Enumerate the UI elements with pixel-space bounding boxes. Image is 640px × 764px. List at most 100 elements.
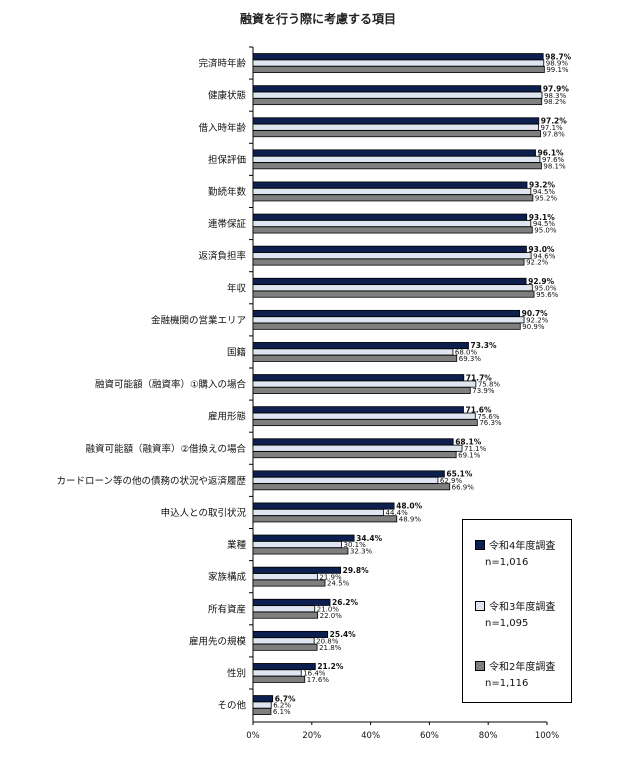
data-label: 95.0%	[534, 227, 557, 235]
bar	[252, 117, 540, 125]
category-label: 連帯保証	[208, 218, 247, 230]
x-tick-label: 60%	[420, 731, 439, 741]
data-label: 97.6%	[542, 156, 565, 164]
bar	[252, 53, 544, 61]
bar	[252, 508, 384, 516]
x-tick-label: 0%	[246, 731, 260, 741]
category-label: その他	[217, 700, 246, 712]
bar	[252, 579, 326, 587]
bar	[252, 149, 536, 157]
category-label: 雇用先の規模	[189, 635, 247, 647]
bar	[252, 534, 355, 542]
bar	[252, 701, 272, 709]
data-label: 69.1%	[458, 451, 481, 459]
category-label: 業種	[227, 539, 247, 551]
bar	[252, 245, 527, 253]
chart-title: 融資を行う際に考慮する項目	[240, 11, 396, 26]
category-label: 借入時年齢	[198, 122, 246, 134]
bar	[252, 181, 528, 189]
data-label: 94.6%	[533, 252, 556, 260]
legend-item-r2: 令和2年度調査	[475, 658, 555, 673]
data-label: 48.9%	[399, 515, 422, 523]
bar	[252, 130, 541, 138]
data-label: 94.5%	[533, 188, 556, 196]
bar	[252, 85, 542, 93]
data-label: 68.0%	[455, 349, 478, 357]
bar	[252, 695, 274, 703]
data-label: 92.2%	[526, 316, 549, 324]
legend-n-r3: n=1,095	[485, 618, 529, 629]
data-label: 69.3%	[459, 355, 482, 363]
bar	[252, 91, 543, 99]
legend-n-r2: n=1,116	[485, 678, 529, 689]
data-label: 76.3%	[479, 419, 502, 427]
data-label: 73.9%	[472, 387, 495, 395]
data-label: 75.8%	[478, 381, 501, 389]
bar	[252, 354, 458, 362]
bar	[252, 470, 445, 478]
data-label: 30.1%	[343, 541, 366, 549]
data-label: 6.2%	[273, 702, 291, 710]
legend-swatch-r3	[475, 600, 485, 611]
bar	[252, 675, 306, 683]
data-label: 21.8%	[319, 644, 342, 652]
category-label: 雇用形態	[208, 411, 246, 423]
data-label: 68.1%	[455, 437, 482, 446]
bar	[252, 412, 476, 420]
data-label: 95.0%	[534, 284, 557, 292]
bar	[252, 476, 439, 484]
bar	[252, 258, 525, 266]
data-label: 90.9%	[522, 323, 545, 331]
bar	[252, 316, 525, 324]
bar	[252, 226, 533, 234]
bar	[252, 59, 545, 67]
bar	[252, 707, 272, 715]
legend-swatch-r4	[475, 539, 485, 550]
category-label: 性別	[227, 667, 246, 679]
data-label: 98.3%	[544, 92, 567, 100]
bar	[252, 98, 543, 106]
data-label: 66.9%	[452, 483, 475, 491]
bar	[252, 541, 342, 549]
bar	[252, 406, 464, 414]
category-label: 融資可能額（融資率）②借換えの場合	[85, 443, 246, 455]
category-label: 家族構成	[208, 571, 247, 583]
data-label: 21.9%	[319, 573, 342, 581]
bar	[252, 374, 465, 382]
bar	[252, 187, 532, 195]
data-label: 21.0%	[317, 605, 340, 613]
data-label: 97.9%	[543, 84, 570, 93]
bar	[252, 605, 316, 613]
x-tick-label: 80%	[479, 731, 498, 741]
bar	[252, 220, 532, 228]
legend-swatch-r2	[475, 660, 485, 671]
bar	[252, 277, 527, 285]
data-label: 34.4%	[356, 534, 383, 543]
bar	[252, 348, 454, 356]
data-label: 48.0%	[396, 502, 423, 511]
data-label: 97.8%	[543, 130, 566, 138]
data-label: 73.3%	[471, 341, 498, 350]
legend-label-r4: 令和4年度調査	[489, 541, 556, 552]
data-label: 24.5%	[327, 580, 350, 588]
data-label: 98.7%	[545, 52, 572, 61]
bar	[252, 643, 318, 651]
bar	[252, 123, 539, 131]
category-label: カードローン等の他の債務の状況や返済履歴	[56, 475, 246, 487]
data-label: 98.9%	[546, 60, 569, 68]
data-label: 17.6%	[307, 676, 330, 684]
bar	[252, 322, 521, 330]
data-label: 93.1%	[529, 213, 556, 222]
data-label: 32.3%	[350, 548, 373, 556]
bar	[252, 669, 302, 677]
data-label: 95.2%	[535, 194, 558, 202]
x-tick-label: 100%	[535, 731, 559, 741]
data-label: 65.1%	[446, 470, 473, 479]
data-label: 26.2%	[332, 598, 359, 607]
data-label: 98.2%	[544, 98, 567, 106]
category-label: 融資可能額（融資率）①購入の場合	[95, 379, 247, 391]
category-label: 健康状態	[208, 90, 246, 102]
bar	[252, 502, 395, 510]
bar	[252, 438, 454, 446]
